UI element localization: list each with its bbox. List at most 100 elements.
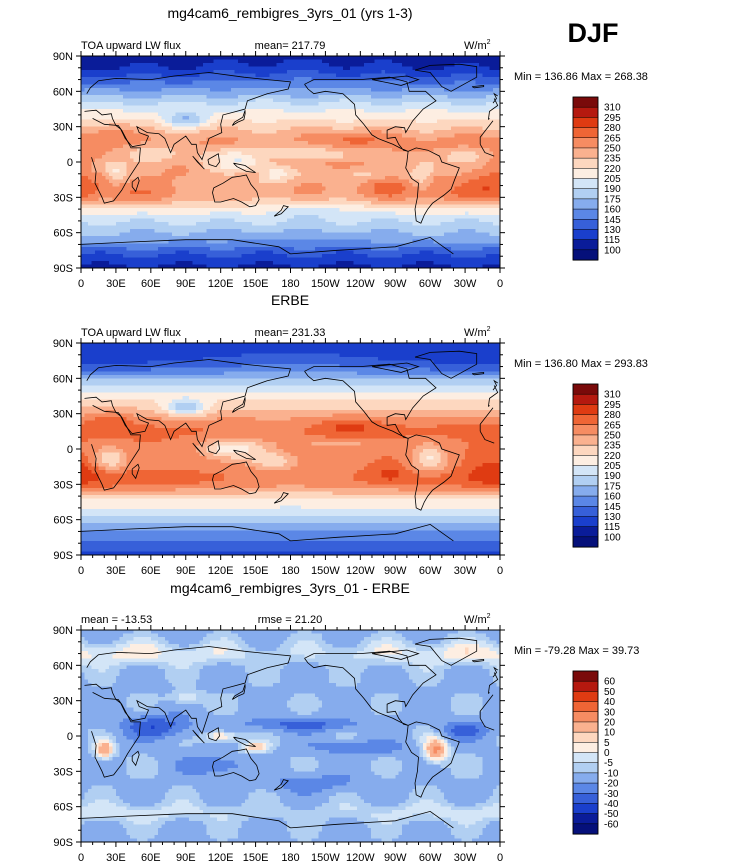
season-label: DJF <box>567 18 618 48</box>
lon-tick-label: 0 <box>78 852 84 864</box>
minmax-label: Min = 136.80 Max = 293.83 <box>514 358 648 370</box>
lat-tick-label: 30S <box>53 766 73 778</box>
lon-tick-label: 60E <box>141 565 161 577</box>
colorbar-swatch <box>573 742 598 752</box>
figure: DJF mg4cam6_rembigres_3yrs_01 (yrs 1-3) T… <box>0 0 732 865</box>
panel-title: mg4cam6_rembigres_3yrs_01 - ERBE <box>170 580 410 596</box>
lon-tick-label: 30E <box>106 565 126 577</box>
lat-tick-label: 90N <box>53 338 73 350</box>
colorbar-swatch <box>573 394 598 404</box>
colorbar-label: 100 <box>604 245 621 256</box>
colorbar-swatch <box>573 537 598 547</box>
lat-tick-label: 90S <box>53 837 73 849</box>
colorbar-swatch <box>573 753 598 763</box>
lon-tick-label: 90W <box>384 278 407 290</box>
units-superscript: 2 <box>487 613 491 620</box>
lat-tick-label: 30S <box>53 479 73 491</box>
colorbar-swatch <box>573 732 598 742</box>
colorbar-swatch <box>573 97 598 107</box>
colorbar-swatch <box>573 158 598 168</box>
panel-left-label: TOA upward LW flux <box>81 40 181 52</box>
lon-tick-label: 30W <box>454 852 477 864</box>
colorbar-swatch <box>573 783 598 793</box>
lat-tick-label: 90S <box>53 263 73 275</box>
colorbar-swatch <box>573 189 598 199</box>
units-superscript: 2 <box>487 326 491 333</box>
lon-tick-label: 30E <box>106 852 126 864</box>
units-label: W/m2 <box>464 39 491 52</box>
lat-tick-label: 30N <box>53 409 73 421</box>
colorbar-label: -60 <box>604 819 619 830</box>
colorbar: 3102952802652502352202051901751601451301… <box>573 97 621 260</box>
colorbar-swatch <box>573 168 598 178</box>
colorbar-swatch <box>573 496 598 506</box>
lon-tick-label: 0 <box>78 278 84 290</box>
units-superscript: 2 <box>487 39 491 46</box>
colorbar-swatch <box>573 803 598 813</box>
lon-tick-label: 120W <box>346 565 375 577</box>
lon-tick-label: 90E <box>176 278 196 290</box>
lat-tick-label: 60N <box>53 660 73 672</box>
panel-center-label: mean= 217.79 <box>255 40 326 52</box>
colorbar-swatch <box>573 384 598 394</box>
colorbar-swatch <box>573 814 598 824</box>
colorbar-swatch <box>573 425 598 435</box>
lat-tick-label: 30N <box>53 696 73 708</box>
lon-tick-label: 120W <box>346 852 375 864</box>
lat-tick-label: 0 <box>67 157 73 169</box>
colorbar-swatch <box>573 455 598 465</box>
colorbar-swatch <box>573 229 598 239</box>
colorbar-swatch <box>573 824 598 834</box>
colorbar-swatch <box>573 712 598 722</box>
lat-tick-label: 60N <box>53 373 73 385</box>
colorbar-swatch <box>573 671 598 681</box>
lon-tick-label: 150W <box>311 278 340 290</box>
colorbar-swatch <box>573 773 598 783</box>
colorbar-swatch <box>573 138 598 148</box>
colorbar-swatch <box>573 527 598 537</box>
colorbar-swatch <box>573 199 598 209</box>
minmax-label: Min = -79.28 Max = 39.73 <box>514 645 639 657</box>
lon-tick-label: 60W <box>419 565 442 577</box>
colorbar-swatch <box>573 128 598 138</box>
colorbar-swatch <box>573 476 598 486</box>
colorbar-swatch <box>573 702 598 712</box>
lon-tick-label: 90W <box>384 852 407 864</box>
map-panel-1: mg4cam6_rembigres_3yrs_01 (yrs 1-3) TOA u… <box>53 5 648 290</box>
lon-tick-label: 60W <box>419 852 442 864</box>
colorbar-swatch <box>573 219 598 229</box>
lon-tick-label: 60E <box>141 278 161 290</box>
lat-tick-label: 90N <box>53 51 73 63</box>
lon-tick-label: 0 <box>497 852 503 864</box>
colorbar: 3102952802652502352202051901751601451301… <box>573 384 621 547</box>
lat-tick-label: 30N <box>53 122 73 134</box>
lon-tick-label: 120E <box>208 278 234 290</box>
lon-tick-label: 0 <box>497 278 503 290</box>
colorbar-swatch <box>573 240 598 250</box>
minmax-label: Min = 136.86 Max = 268.38 <box>514 71 648 83</box>
lon-tick-label: 90E <box>176 852 196 864</box>
contour-field <box>81 343 500 555</box>
units-label: W/m2 <box>464 613 491 626</box>
colorbar-swatch <box>573 107 598 117</box>
colorbar-swatch <box>573 486 598 496</box>
colorbar-swatch <box>573 209 598 219</box>
contour-field <box>81 56 500 268</box>
lon-tick-label: 150W <box>311 565 340 577</box>
panels: mg4cam6_rembigres_3yrs_01 (yrs 1-3) TOA u… <box>53 5 648 864</box>
lon-tick-label: 150E <box>243 565 269 577</box>
colorbar-swatch <box>573 763 598 773</box>
units-label: W/m2 <box>464 326 491 339</box>
colorbar-swatch <box>573 148 598 158</box>
lon-tick-label: 30W <box>454 565 477 577</box>
colorbar-swatch <box>573 117 598 127</box>
lon-tick-label: 0 <box>497 565 503 577</box>
lat-tick-label: 60N <box>53 86 73 98</box>
lon-tick-label: 180 <box>281 565 299 577</box>
colorbar-label: 100 <box>604 532 621 543</box>
lon-tick-label: 90W <box>384 565 407 577</box>
colorbar-swatch <box>573 506 598 516</box>
panel-title: mg4cam6_rembigres_3yrs_01 (yrs 1-3) <box>167 5 412 21</box>
